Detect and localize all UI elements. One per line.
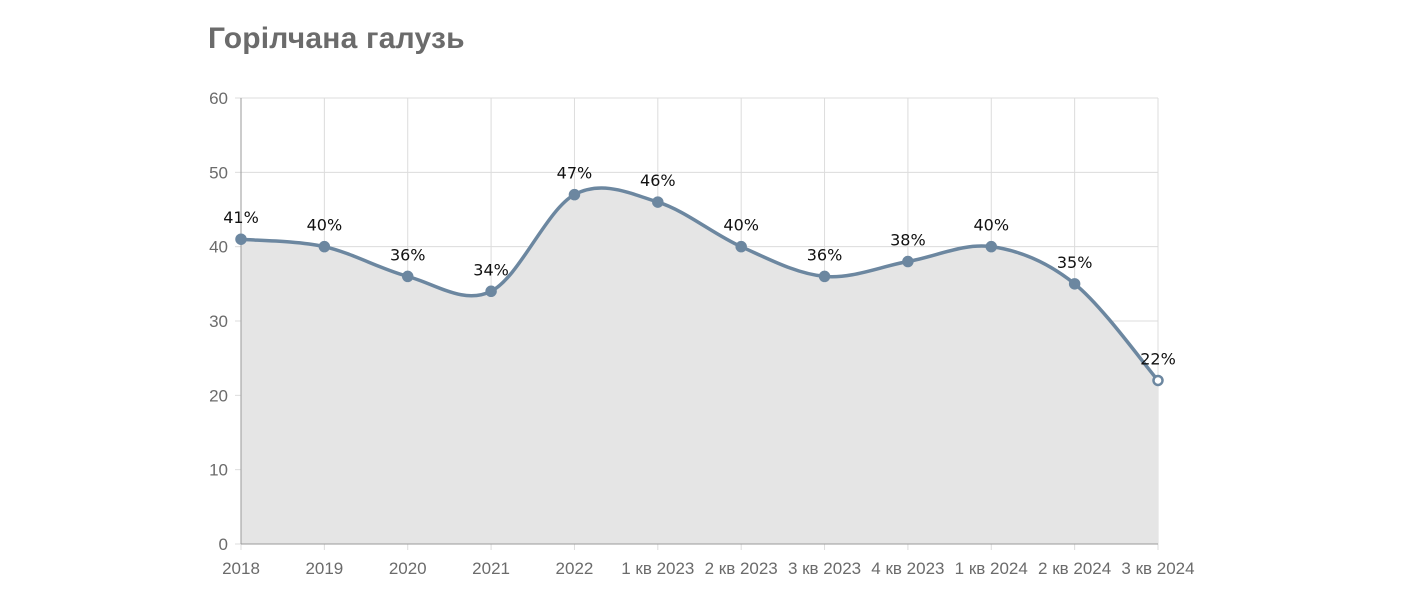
data-point [485,285,497,298]
y-tick-label: 60 [209,89,228,108]
data-point [235,233,247,245]
data-label: 47% [557,164,593,183]
data-label: 35% [1057,253,1093,272]
x-tick-label: 3 кв 2024 [1121,559,1194,578]
data-label: 40% [307,216,343,235]
x-tick-label: 2022 [556,559,594,578]
y-tick-label: 10 [209,461,228,480]
y-tick-label: 40 [209,238,228,257]
data-point [818,270,831,283]
x-tick-label: 1 кв 2024 [955,559,1028,578]
data-point [652,196,664,208]
area-fill [241,188,1158,544]
x-tick-label: 2018 [222,559,260,578]
x-tick-label: 2021 [472,559,510,578]
y-tick-label: 50 [209,163,228,182]
data-label: 38% [890,231,926,250]
y-tick-label: 30 [209,312,228,331]
chart-title: Горілчана галузь [208,22,465,55]
x-tick-label: 2019 [305,559,343,578]
data-point [318,240,331,253]
data-point [902,255,914,268]
data-point [1152,374,1164,387]
y-tick-label: 20 [209,386,228,405]
x-tick-label: 2 кв 2024 [1038,559,1111,578]
data-label: 34% [473,260,509,279]
data-label: 36% [807,245,843,264]
data-point [985,240,998,253]
x-tick-label: 2020 [389,559,427,578]
data-label: 40% [973,216,1009,235]
y-axis-ticks: 0 10 20 30 40 50 60 [209,89,228,554]
data-point [1068,278,1081,290]
data-label: 22% [1140,349,1176,368]
x-tick-label: 4 кв 2023 [871,559,944,578]
data-point [568,188,581,201]
y-tick-label: 0 [219,535,228,554]
data-points [235,188,1164,387]
data-label: 46% [640,171,676,190]
x-tick-label: 3 кв 2023 [788,559,861,578]
x-axis-ticks: 2018 2019 2020 2021 2022 1 кв 2023 2 кв 2023 3 … [222,559,1195,578]
data-label: 41% [223,208,259,227]
axes [240,98,1158,545]
data-point [735,240,747,253]
data-label: 40% [723,216,759,235]
x-tick-label: 1 кв 2023 [621,559,694,578]
data-labels: 41% 40% 36% 34% 47% 46% 40% 36% 38% 40% 35% 22% [223,164,1176,369]
data-label: 36% [390,245,426,264]
data-point [401,270,414,283]
x-tick-label: 2 кв 2023 [705,559,778,578]
